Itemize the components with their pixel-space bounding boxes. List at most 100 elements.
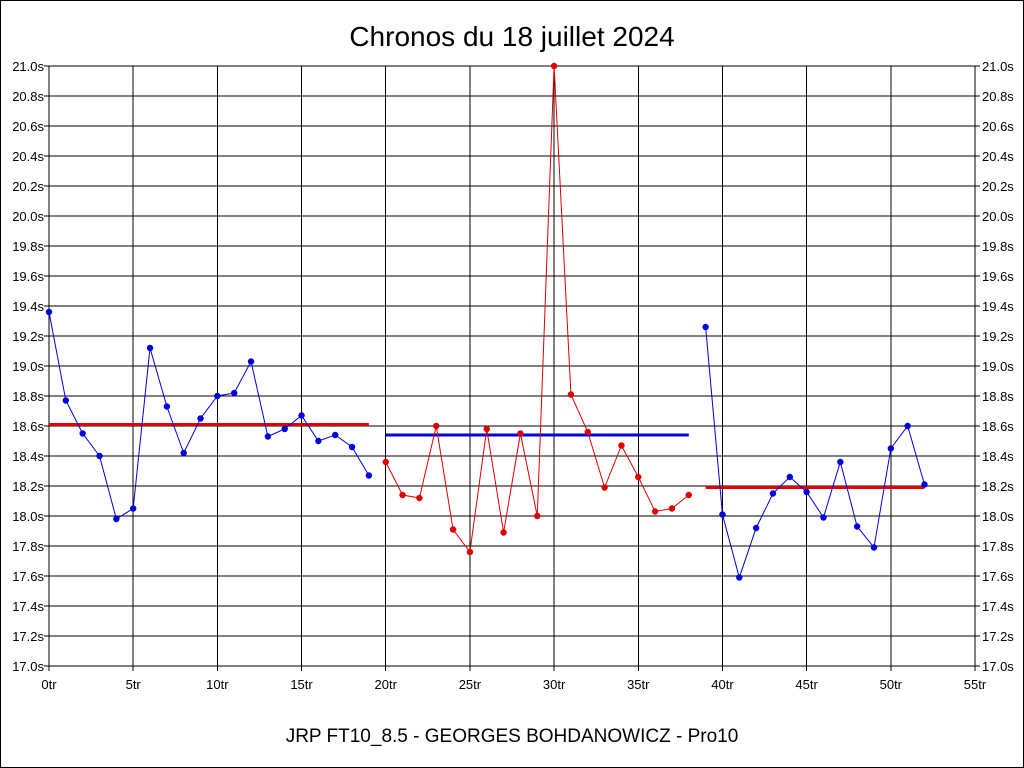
- x-tick-label: 25tr: [459, 677, 482, 692]
- data-point: [382, 458, 389, 466]
- plot-border: [48, 65, 976, 667]
- x-tick-label: 10tr: [206, 677, 229, 692]
- y-tick-label-right: 18.2s: [982, 479, 1014, 494]
- data-point: [281, 425, 288, 433]
- y-tick-label-left: 20.2s: [12, 179, 44, 194]
- x-tick-label: 40tr: [711, 677, 734, 692]
- y-tick-label-left: 19.0s: [12, 359, 44, 374]
- data-point: [887, 445, 895, 452]
- data-point: [719, 511, 726, 518]
- data-point: [180, 449, 187, 457]
- data-point: [231, 389, 238, 397]
- data-point: [820, 514, 827, 521]
- y-tick-label-left: 19.6s: [12, 269, 44, 284]
- data-point: [79, 430, 86, 437]
- data-point: [870, 544, 878, 551]
- data-point: [399, 491, 406, 499]
- y-tick-label-left: 21.0s: [12, 59, 44, 74]
- data-point: [416, 494, 423, 502]
- y-tick-label-left: 19.8s: [12, 239, 44, 254]
- data-point: [837, 458, 844, 466]
- y-tick-label-right: 20.2s: [982, 179, 1014, 194]
- y-tick-label-right: 20.4s: [982, 149, 1014, 164]
- data-point: [163, 403, 171, 410]
- data-point: [214, 392, 221, 400]
- data-point: [853, 523, 861, 530]
- data-point: [129, 505, 137, 512]
- data-point: [113, 515, 120, 523]
- data-point: [365, 472, 373, 479]
- y-tick-label-left: 20.4s: [12, 149, 44, 164]
- y-tick-label-left: 18.0s: [12, 509, 44, 524]
- chart-xlabel: JRP FT10_8.5 - GEORGES BOHDANOWICZ - Pro…: [286, 726, 739, 747]
- x-tick-label: 30tr: [543, 677, 566, 692]
- y-tick-label-right: 17.2s: [982, 629, 1014, 644]
- x-tick-label: 5tr: [126, 677, 142, 692]
- y-tick-label-left: 20.8s: [12, 89, 44, 104]
- y-tick-label-left: 17.8s: [12, 539, 44, 554]
- x-tick-label: 45tr: [795, 677, 818, 692]
- y-tick-label-right: 20.6s: [982, 119, 1014, 134]
- data-point: [433, 422, 440, 430]
- data-point: [736, 574, 743, 581]
- average-lines: [49, 423, 925, 489]
- data-point: [769, 490, 777, 497]
- y-tick-label-left: 17.2s: [12, 629, 44, 644]
- y-tick-label-left: 20.6s: [12, 119, 44, 134]
- data-point: [752, 524, 760, 532]
- data-point: [500, 529, 507, 536]
- data-point: [264, 433, 272, 440]
- x-tick-label: 50tr: [880, 677, 903, 692]
- x-tick-label: 20tr: [375, 677, 398, 692]
- y-tick-label-left: 18.8s: [12, 389, 44, 404]
- data-point: [786, 473, 793, 481]
- y-tick-label-left: 18.2s: [12, 479, 44, 494]
- y-tick-label-right: 21.0s: [982, 59, 1014, 74]
- y-tick-label-right: 17.0s: [982, 659, 1014, 674]
- data-point: [550, 62, 558, 70]
- data-point: [803, 488, 810, 496]
- data-point: [315, 437, 322, 445]
- data-point: [197, 415, 204, 422]
- data-point: [45, 308, 53, 316]
- series-line: [48, 311, 370, 520]
- data-point: [702, 323, 709, 331]
- series-line: [705, 326, 925, 580]
- y-tick-label-right: 17.4s: [982, 599, 1014, 614]
- y-tick-label-right: 18.6s: [982, 419, 1014, 434]
- data-point: [685, 491, 692, 499]
- data-point: [651, 508, 659, 515]
- data-point: [449, 526, 457, 533]
- y-tick-label-right: 20.0s: [982, 209, 1014, 224]
- series-line: [385, 65, 690, 554]
- x-tick-label: 0tr: [41, 677, 57, 692]
- y-tick-label-left: 19.4s: [12, 299, 44, 314]
- data-point: [601, 484, 608, 491]
- y-tick-label-left: 17.0s: [12, 659, 44, 674]
- data-point: [567, 391, 575, 398]
- data-point: [62, 397, 70, 404]
- data-point: [618, 442, 625, 449]
- grid: [48, 65, 976, 667]
- data-point: [668, 505, 676, 512]
- y-tick-label-right: 19.4s: [982, 299, 1014, 314]
- x-tick-label: 15tr: [290, 677, 313, 692]
- y-tick-label-right: 19.8s: [982, 239, 1014, 254]
- y-tick-label-left: 18.4s: [12, 449, 44, 464]
- x-tick-label: 55tr: [964, 677, 987, 692]
- axes: [44, 65, 980, 671]
- x-tick-label: 35tr: [627, 677, 650, 692]
- y-tick-label-right: 18.8s: [982, 389, 1014, 404]
- series: [45, 62, 928, 581]
- y-tick-label-left: 18.6s: [12, 419, 44, 434]
- y-tick-label-right: 19.2s: [982, 329, 1014, 344]
- tick-labels: 17.0s 17.0s 17.2s 17.2s 17.4s 17.4s 17.6s 17.6s…: [12, 59, 1014, 692]
- y-tick-label-left: 19.2s: [12, 329, 44, 344]
- y-tick-label-left: 17.6s: [12, 569, 44, 584]
- data-point: [466, 548, 474, 556]
- y-tick-label-left: 17.4s: [12, 599, 44, 614]
- y-tick-label-right: 19.0s: [982, 359, 1014, 374]
- y-tick-label-right: 17.8s: [982, 539, 1014, 554]
